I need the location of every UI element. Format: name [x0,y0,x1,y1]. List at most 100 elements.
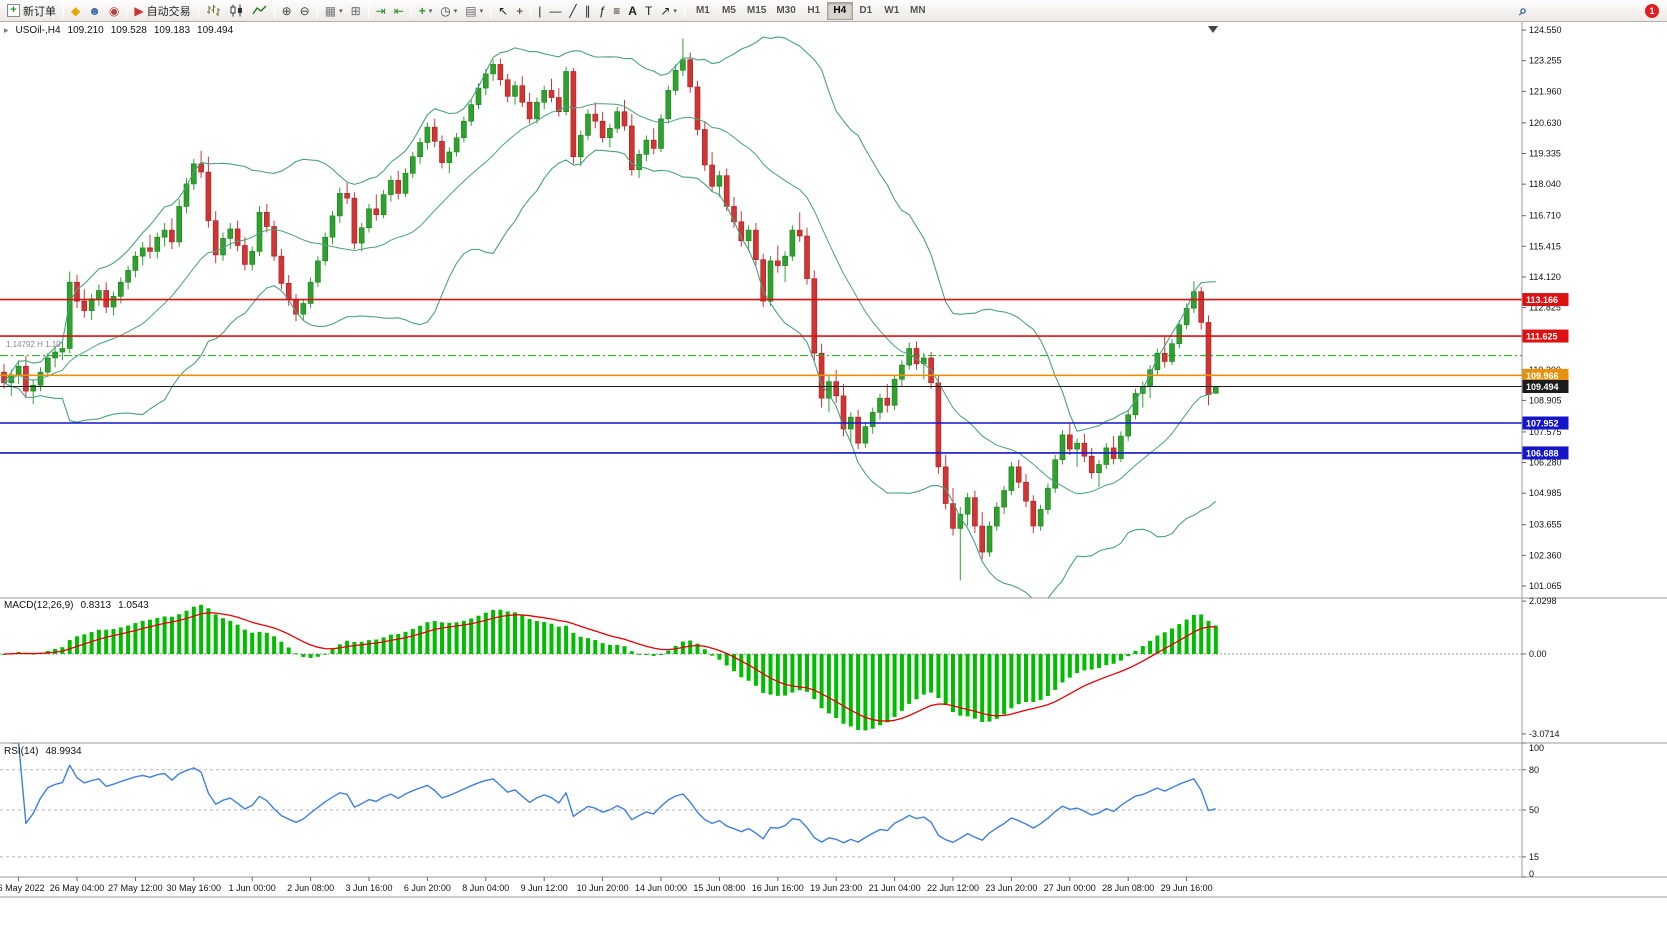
rsi-label: RSI(14) [4,746,39,757]
price-tick-label: 108.905 [1529,395,1562,405]
toolbar-separator [683,3,685,18]
rsi-tick-label: 100 [1529,743,1544,753]
price-tick-label: 119.335 [1529,149,1561,159]
arrows-icon: ↗ [660,3,671,18]
timeframe-m15-button[interactable]: M15 [742,2,771,20]
price-tick-label: 104.985 [1529,488,1562,498]
price-tick-label: 103.655 [1529,520,1562,530]
one-click-trading-toggle[interactable]: ▸ [4,25,9,35]
chart-shift-marker[interactable] [1208,26,1218,33]
bar-chart-icon [206,5,220,16]
price-badge [1522,379,1569,393]
chevron-down-icon: ▾ [339,7,343,15]
tile-windows-icon: ⊞ [350,3,361,18]
candlestick-chart-button[interactable] [226,1,247,20]
macd-main-value: 0.8313 [80,600,112,611]
rsi-value: 48.9934 [45,746,82,757]
zoom-out-button[interactable]: ⊖ [297,1,313,20]
trendline-button[interactable]: ╱ [566,1,579,20]
timeframe-m1-button[interactable]: M1 [690,2,716,20]
rsi-line [11,743,1216,844]
time-tick-label: 6 Jun 20:00 [404,883,451,893]
periods-icon: ◷ [440,3,451,18]
price-badge-label: 111.625 [1526,332,1558,342]
quote-high: 109.528 [110,25,147,36]
zoom-in-icon: ⊕ [281,3,292,18]
cursor-button[interactable]: ↖ [495,1,511,20]
text-button[interactable]: A [625,1,640,20]
price-tick-label: 116.710 [1529,211,1561,221]
shapes-button[interactable]: ≡ [610,1,623,20]
trendline-icon: ╱ [569,3,577,18]
chevron-down-icon: ▾ [479,7,484,15]
time-tick-label: 8 Jun 04:00 [462,883,509,893]
channel-button[interactable]: ∥ [582,1,594,20]
metaeditor-icon: ◆ [71,3,81,18]
text-icon: A [628,3,637,18]
price-badge [1522,446,1569,460]
timeframe-h1-button[interactable]: H1 [801,2,827,20]
tile-windows-button[interactable]: ⊞ [348,1,364,20]
timeframe-h4-button[interactable]: H4 [826,1,853,20]
price-badge [1522,368,1569,382]
autotrading-label: 自动交易 [146,5,191,18]
price-badge-label: 109.966 [1526,371,1559,381]
timeframe-w1-button[interactable]: W1 [879,2,905,20]
price-tick-label: 107.575 [1529,427,1562,437]
notification-badge[interactable]: 1 [1645,3,1659,18]
new-chart-icon: ▦ [324,3,337,18]
label-icon: T [644,3,653,18]
new-order-button[interactable]: + 新订单 [4,1,59,20]
vertical-line-button[interactable]: | [535,1,544,20]
chart-quote-line: ▸ USOil-,H4 109.210 109.528 109.183 109.… [4,25,233,36]
rsi-tick-label: 50 [1529,805,1539,815]
metaeditor-button[interactable]: ◆ [68,1,83,20]
price-tick-label: 121.960 [1529,86,1562,96]
autotrading-button[interactable]: ▶ 自动交易 [131,1,193,20]
horizontal-line-button[interactable]: — [546,1,564,20]
crosshair-button[interactable]: + [513,1,526,20]
time-tick-label: 10 Jun 20:00 [577,883,629,893]
periods-button[interactable]: ◷ ▾ [437,1,460,20]
macd-tick-label: 0.00 [1529,649,1547,659]
signals-button[interactable]: ◉ [106,1,122,20]
arrows-button[interactable]: ↗ ▾ [657,1,680,20]
templates-button[interactable]: ▤ ▾ [462,1,486,20]
timeframe-mn-button[interactable]: MN [905,2,931,20]
timeframe-m5-button[interactable]: M5 [716,2,742,20]
new-order-icon: + [7,4,20,17]
time-tick-label: 22 Jun 12:00 [927,883,979,893]
indicators-button[interactable]: + ▾ [416,1,436,20]
chevron-down-icon: ▾ [428,7,433,15]
time-tick-label: 19 Jun 23:00 [810,883,862,893]
auto-scroll-button[interactable]: ⇥ [373,1,389,20]
horizontal-line-icon: — [549,3,562,18]
bar-chart-button[interactable] [203,1,224,20]
rsi-tick-label: 80 [1529,765,1539,775]
toolbar-separator [197,3,199,18]
time-tick-label: 1 Jun 00:00 [229,883,276,893]
timeframe-toolbar: M1 M5 M15 M30 H1 H4 D1 W1 MN [690,1,931,20]
chart-plot-area[interactable] [0,22,1522,877]
line-chart-icon [252,5,267,15]
price-tick-label: 112.825 [1529,303,1561,313]
time-axis[interactable] [0,877,1667,897]
macd-signal-value: 1.0543 [118,600,149,611]
search-icon[interactable]: ⌕ [1519,2,1527,18]
time-tick-label: 26 May 04:00 [50,883,105,893]
timeframe-d1-button[interactable]: D1 [853,2,879,20]
fibonacci-button[interactable]: ƒ [596,1,609,20]
time-tick-label: 15 Jun 08:00 [693,883,745,893]
quote-open: 109.210 [67,25,104,36]
timeframe-m30-button[interactable]: M30 [771,2,800,20]
rsi-tick-label: 15 [1529,852,1539,862]
chart-shift-button[interactable]: ⇤ [391,1,407,20]
market-watch-button[interactable]: ☻ [85,1,104,20]
label-button[interactable]: T [642,1,655,20]
new-chart-button[interactable]: ▦ ▾ [322,1,346,20]
price-badge-label: 107.952 [1526,418,1559,428]
zoom-in-button[interactable]: ⊕ [279,1,295,20]
line-chart-button[interactable] [249,1,270,20]
quote-close: 109.494 [197,25,234,36]
